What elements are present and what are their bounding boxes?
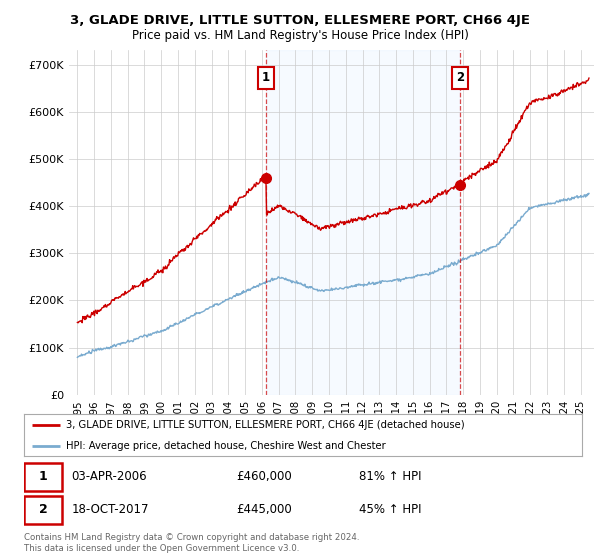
Text: 3, GLADE DRIVE, LITTLE SUTTON, ELLESMERE PORT, CH66 4JE (detached house): 3, GLADE DRIVE, LITTLE SUTTON, ELLESMERE… xyxy=(66,420,464,430)
Text: 2: 2 xyxy=(38,503,47,516)
Text: 1: 1 xyxy=(262,72,270,85)
Text: 3, GLADE DRIVE, LITTLE SUTTON, ELLESMERE PORT, CH66 4JE: 3, GLADE DRIVE, LITTLE SUTTON, ELLESMERE… xyxy=(70,14,530,27)
FancyBboxPatch shape xyxy=(24,496,62,524)
Text: 18-OCT-2017: 18-OCT-2017 xyxy=(71,503,149,516)
Text: £445,000: £445,000 xyxy=(236,503,292,516)
Text: HPI: Average price, detached house, Cheshire West and Chester: HPI: Average price, detached house, Ches… xyxy=(66,441,386,451)
Text: 2: 2 xyxy=(456,72,464,85)
Text: 03-APR-2006: 03-APR-2006 xyxy=(71,470,147,483)
Text: Contains HM Land Registry data © Crown copyright and database right 2024.
This d: Contains HM Land Registry data © Crown c… xyxy=(24,533,359,553)
Text: Price paid vs. HM Land Registry's House Price Index (HPI): Price paid vs. HM Land Registry's House … xyxy=(131,29,469,42)
Bar xyxy=(266,50,460,395)
Text: 45% ↑ HPI: 45% ↑ HPI xyxy=(359,503,421,516)
Text: 1: 1 xyxy=(38,470,47,483)
Text: £460,000: £460,000 xyxy=(236,470,292,483)
FancyBboxPatch shape xyxy=(24,463,62,491)
Text: 81% ↑ HPI: 81% ↑ HPI xyxy=(359,470,421,483)
